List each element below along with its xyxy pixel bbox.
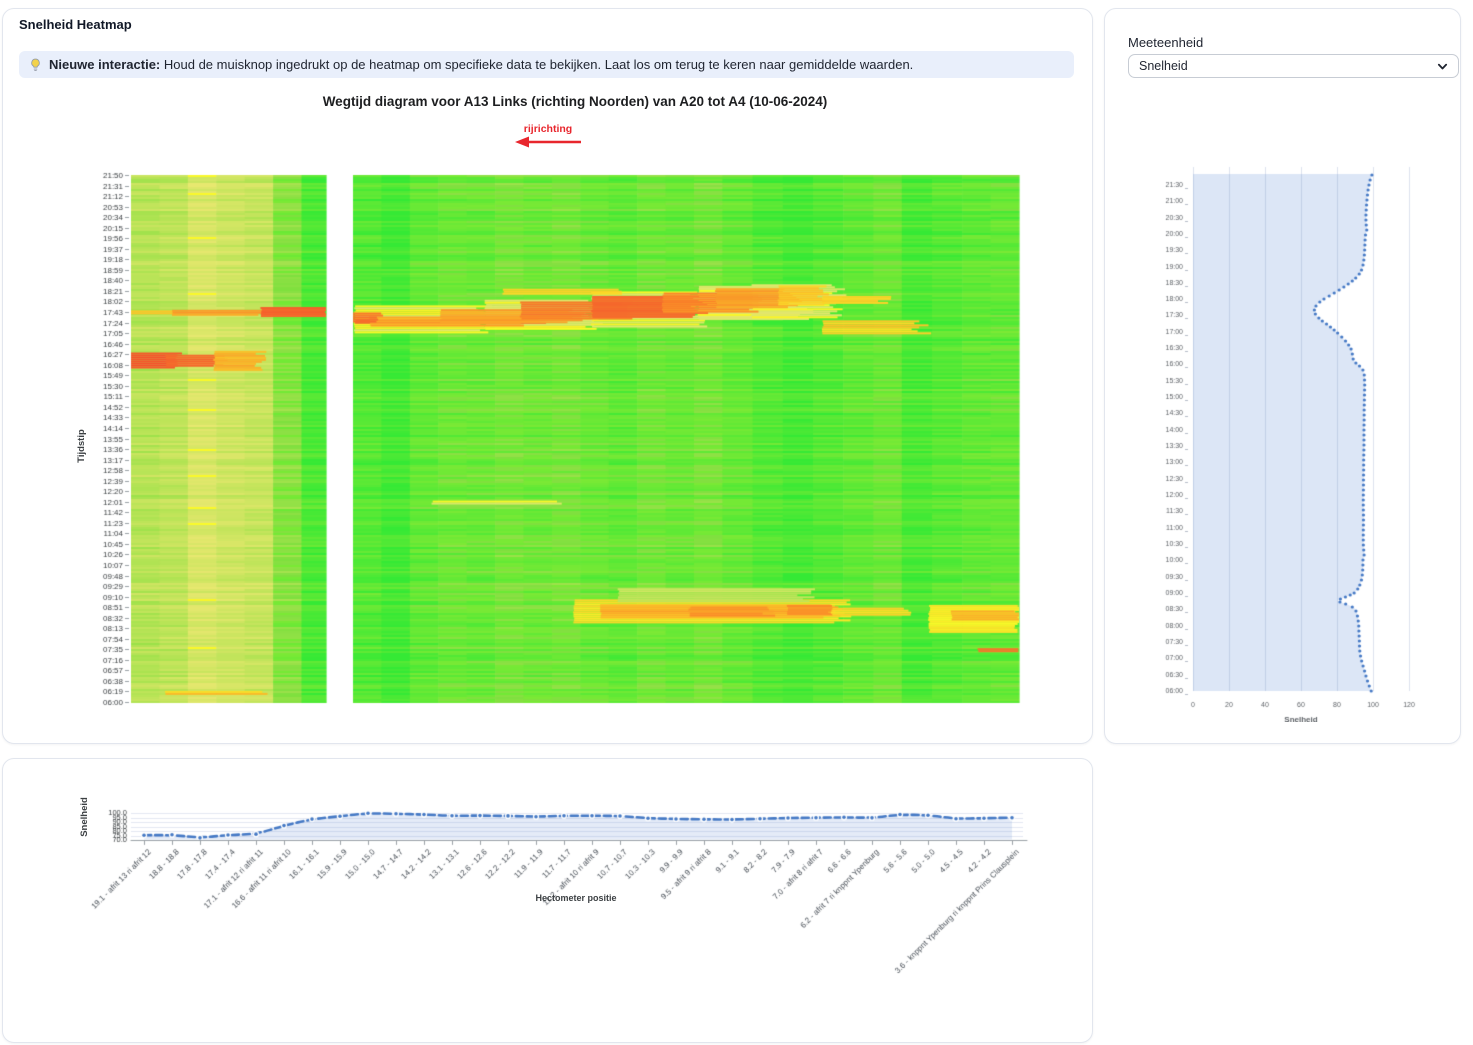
heatmap-panel: Snelheid Heatmap Nieuwe interactie: Houd…: [2, 8, 1093, 744]
heatmap-canvas[interactable]: [93, 169, 1048, 714]
heatmap-chart-title: Wegtijd diagram voor A13 Links (richting…: [322, 94, 828, 109]
heatmap-y-axis-title: Tijdstip: [76, 429, 87, 463]
direction-label: rijrichting: [523, 123, 573, 135]
meeteenheid-select[interactable]: Snelheid: [1128, 54, 1459, 78]
banner-body-text: Houd de muisknop ingedrukt op de heatmap…: [163, 57, 914, 72]
banner-text: Nieuwe interactie: Houd de muisknop inge…: [49, 57, 913, 72]
meeteenheid-selected-value: Snelheid: [1139, 59, 1188, 73]
banner-bold-text: Nieuwe interactie:: [49, 57, 161, 72]
controls-panel: Meeteenheid Snelheid: [1104, 8, 1461, 744]
direction-arrow-icon: [515, 136, 581, 148]
time-profile-chart: [1121, 159, 1451, 722]
panel-title: Snelheid Heatmap: [19, 17, 132, 32]
chevron-down-icon: [1437, 63, 1448, 69]
position-chart-panel: Snelheid Hectometer positie: [2, 758, 1093, 1043]
hectometer-chart: [3, 767, 1092, 1035]
direction-indicator: rijrichting: [131, 123, 965, 153]
interaction-banner: Nieuwe interactie: Houd de muisknop inge…: [19, 51, 1074, 78]
position-chart-x-axis-title: Hectometer positie: [535, 893, 617, 903]
meeteenheid-label: Meeteenheid: [1128, 35, 1204, 50]
lightbulb-icon: [29, 58, 42, 71]
